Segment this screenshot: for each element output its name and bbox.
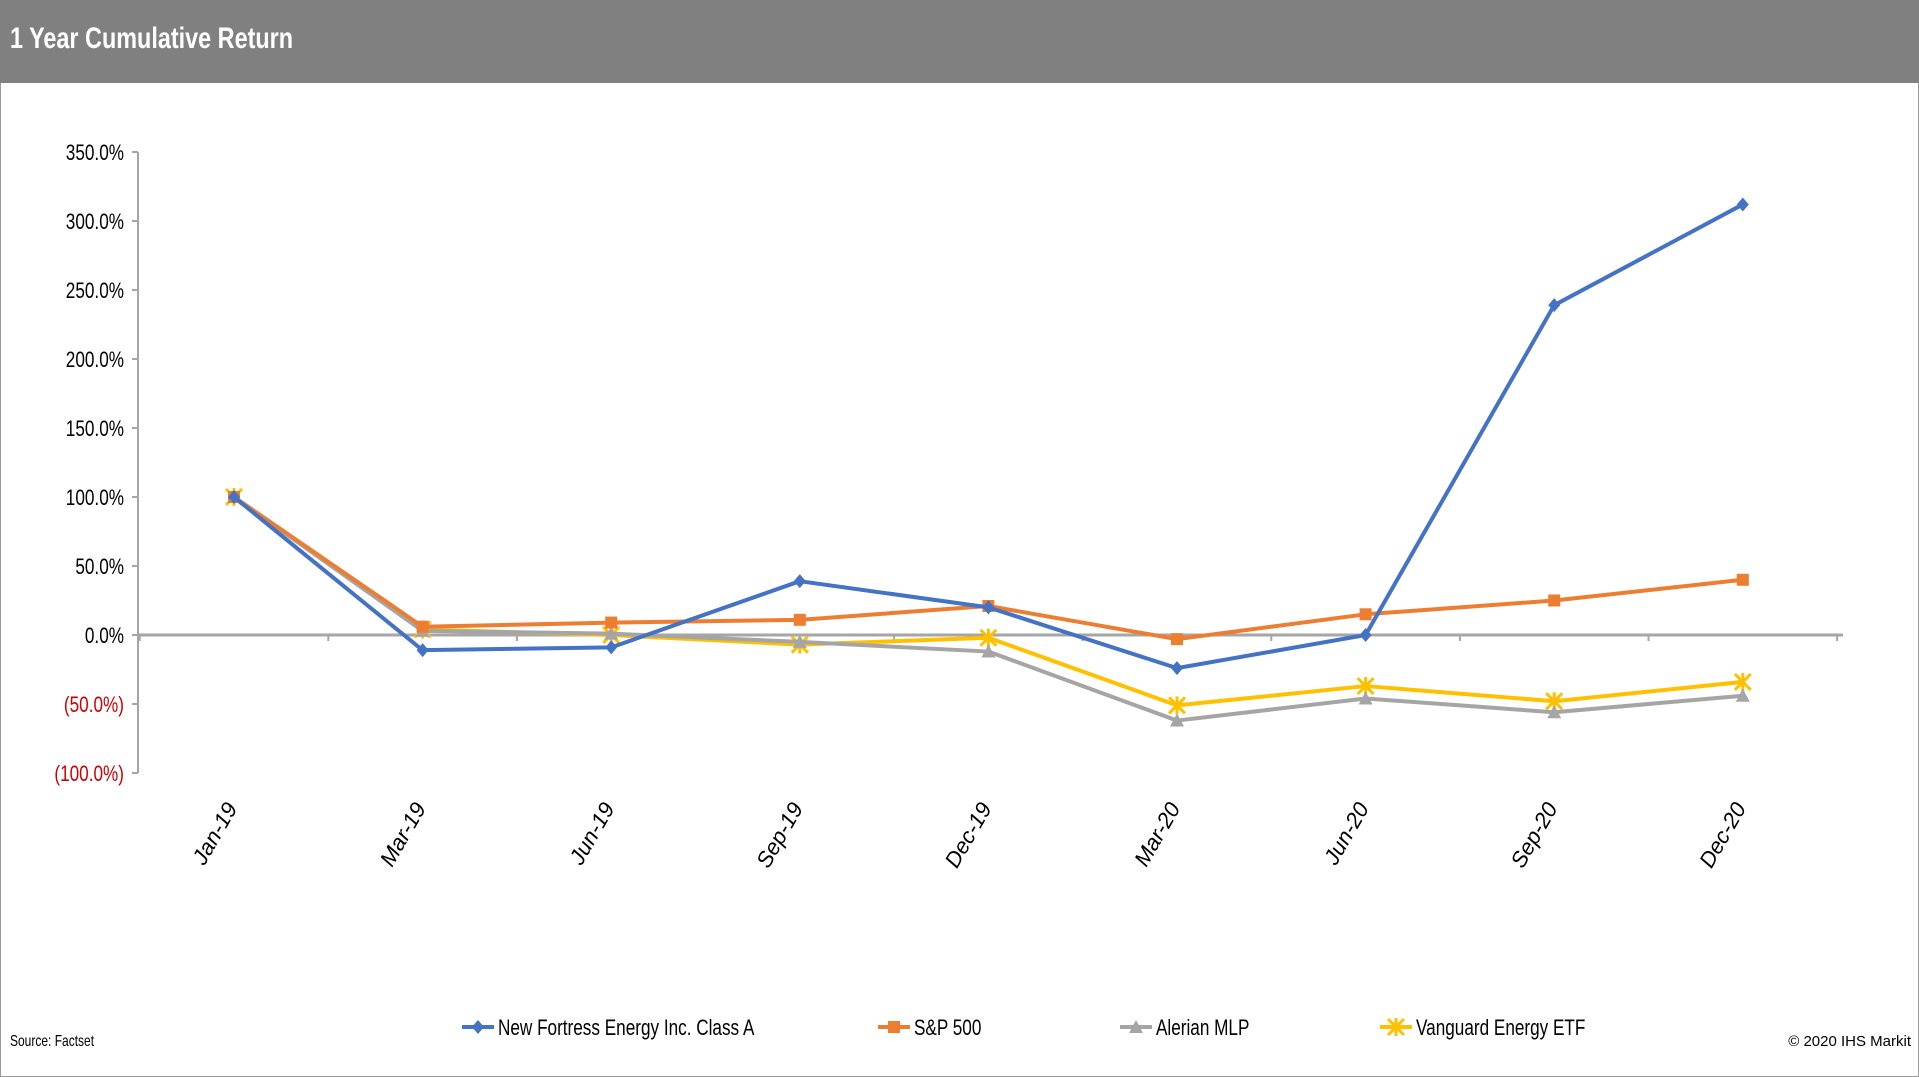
legend-label: S&P 500 bbox=[914, 1016, 981, 1041]
x-tick-label: Mar-19 bbox=[375, 798, 431, 871]
legend-item: Vanguard Energy ETF bbox=[1380, 1016, 1585, 1041]
y-tick-label: 250.0% bbox=[66, 279, 124, 304]
data-point bbox=[1547, 705, 1562, 719]
y-tick-label: 350.0% bbox=[66, 141, 124, 166]
data-point bbox=[981, 644, 996, 658]
legend-marker bbox=[1386, 1017, 1406, 1037]
source-note: Source: Factset bbox=[10, 1033, 95, 1050]
y-tick-label: (100.0%) bbox=[54, 762, 124, 787]
data-point bbox=[1358, 691, 1373, 705]
legend-label: Vanguard Energy ETF bbox=[1416, 1016, 1585, 1041]
data-point bbox=[1171, 661, 1183, 676]
series-alerian-mlp bbox=[227, 490, 1750, 727]
data-point bbox=[605, 640, 618, 655]
series-line bbox=[232, 202, 1744, 671]
data-point bbox=[1736, 197, 1749, 212]
legend-marker bbox=[1129, 1020, 1143, 1033]
copyright-note: © 2020 IHS Markit bbox=[1788, 1033, 1911, 1050]
legend-label: Alerian MLP bbox=[1156, 1016, 1249, 1041]
y-tick-label: 100.0% bbox=[66, 486, 124, 511]
data-point bbox=[1170, 713, 1184, 727]
x-tick-label: Sep-19 bbox=[751, 798, 808, 872]
chart-header: 1 Year Cumulative Return bbox=[0, 0, 1919, 83]
data-point bbox=[605, 616, 618, 629]
x-tick-label: Jun-20 bbox=[1318, 797, 1374, 869]
x-tick-label: Jan-19 bbox=[187, 798, 243, 870]
y-tick-label: (50.0%) bbox=[64, 693, 124, 718]
x-tick-label: Mar-20 bbox=[1129, 797, 1186, 870]
legend-label: New Fortress Energy Inc. Class A bbox=[498, 1016, 755, 1041]
x-tick-label: Dec-19 bbox=[940, 798, 997, 872]
series-new-fortress-energy-inc-class-a bbox=[228, 197, 1749, 676]
data-point bbox=[1733, 672, 1752, 691]
data-point bbox=[416, 620, 429, 633]
y-tick-label: 200.0% bbox=[66, 348, 124, 373]
data-point bbox=[1736, 573, 1749, 586]
y-tick-label: 300.0% bbox=[66, 210, 124, 235]
data-point bbox=[982, 600, 995, 615]
data-point bbox=[793, 574, 806, 589]
data-point bbox=[1171, 633, 1183, 646]
legend-marker bbox=[888, 1021, 900, 1033]
data-point bbox=[1548, 298, 1561, 313]
data-point bbox=[1359, 628, 1372, 642]
legend-item: S&P 500 bbox=[878, 1016, 981, 1041]
series-line bbox=[232, 495, 1744, 642]
data-point bbox=[604, 626, 619, 640]
y-tick-label: 150.0% bbox=[66, 417, 124, 442]
data-point bbox=[416, 643, 429, 658]
data-point bbox=[1735, 688, 1750, 702]
data-point bbox=[1167, 696, 1187, 715]
data-point bbox=[1548, 594, 1561, 607]
x-tick-label: Sep-20 bbox=[1505, 797, 1563, 872]
legend-item: Alerian MLP bbox=[1120, 1016, 1249, 1041]
data-point bbox=[793, 613, 806, 626]
x-tick-label: Jun-19 bbox=[564, 798, 620, 870]
series-s-p-500 bbox=[228, 491, 1749, 646]
x-tick-label: Dec-20 bbox=[1694, 797, 1751, 872]
data-point bbox=[228, 490, 240, 504]
data-point bbox=[979, 628, 998, 647]
data-point bbox=[792, 634, 807, 648]
y-tick-label: 50.0% bbox=[75, 555, 124, 580]
legend-item: New Fortress Energy Inc. Class A bbox=[462, 1016, 755, 1041]
y-tick-label: 0.0% bbox=[85, 624, 124, 649]
chart-title: 1 Year Cumulative Return bbox=[10, 22, 294, 55]
data-point bbox=[1359, 608, 1372, 621]
legend-marker bbox=[472, 1020, 484, 1034]
